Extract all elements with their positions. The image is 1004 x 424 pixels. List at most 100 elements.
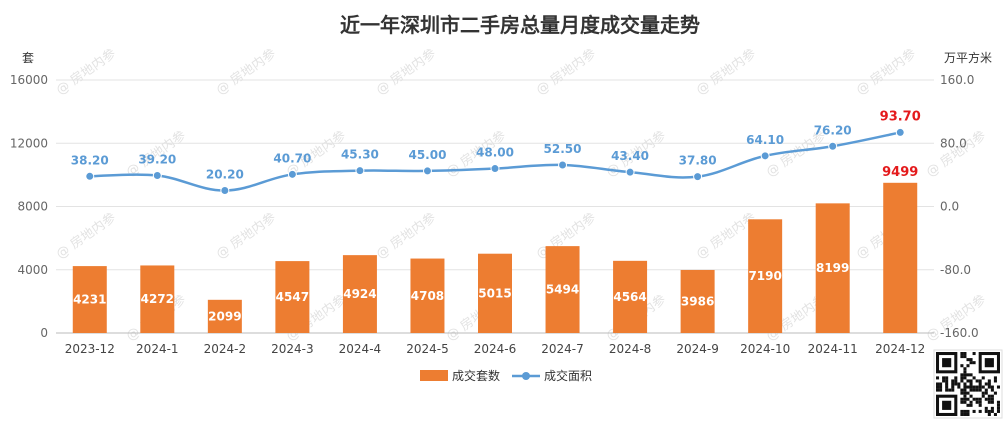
qr-module — [960, 355, 964, 359]
qr-module — [951, 385, 955, 389]
qr-module — [966, 373, 970, 377]
qr-module — [966, 364, 970, 368]
qr-module — [936, 382, 940, 386]
qr-module — [963, 394, 967, 398]
qr-module — [969, 400, 973, 404]
watermark-text: @ 房地内参 — [373, 46, 439, 99]
qr-code-pattern — [936, 352, 1000, 416]
qr-module — [969, 385, 973, 389]
bar-value-label: 4231 — [73, 293, 106, 307]
line-point — [152, 171, 162, 181]
qr-module — [957, 382, 961, 386]
bar-value-label: 8199 — [816, 261, 849, 275]
x-tick-label: 2024-5 — [406, 342, 449, 356]
qr-module — [942, 376, 946, 380]
line-value-label: 45.00 — [408, 148, 446, 162]
bar-value-label: 2099 — [208, 309, 241, 323]
qr-module — [963, 373, 967, 377]
line-value-label: 43.40 — [611, 149, 649, 163]
qr-module — [972, 397, 976, 401]
qr-module — [963, 412, 967, 416]
line-point — [85, 171, 95, 181]
legend-bar-swatch — [420, 370, 448, 381]
bar-value-label: 5494 — [546, 283, 579, 297]
line-series — [85, 127, 905, 196]
watermark-text: @ 房地内参 — [213, 210, 279, 263]
qr-module — [960, 409, 964, 413]
line-value-label: 38.20 — [71, 153, 109, 167]
watermark-text: @ 房地内参 — [693, 46, 759, 99]
qr-module — [960, 388, 964, 392]
qr-module — [981, 394, 985, 398]
qr-module — [963, 376, 967, 380]
bar — [140, 265, 175, 333]
qr-module — [960, 379, 964, 383]
qr-module — [960, 364, 964, 368]
qr-module — [975, 379, 979, 383]
qr-module — [984, 391, 988, 395]
line-value-label: 39.20 — [138, 153, 176, 167]
bar — [545, 246, 580, 333]
qr-module — [966, 379, 970, 383]
left-axis-unit: 套 — [22, 51, 34, 65]
bar-labels: 4231 4272 2099 4547 4924 4708 5015 5494 4564 3986… — [73, 165, 918, 324]
qr-module — [993, 391, 997, 395]
qr-module — [936, 385, 940, 389]
qr-module — [963, 355, 967, 359]
qr-module — [984, 382, 988, 386]
watermark-text: @ 房地内参 — [533, 46, 599, 99]
qr-module — [963, 391, 967, 395]
qr-module — [987, 385, 991, 389]
line-labels: 38.20 39.20 20.20 40.70 45.30 45.00 48.00 52.50… — [71, 109, 921, 181]
qr-finder — [942, 358, 952, 368]
line-point — [220, 186, 230, 196]
bar — [613, 260, 648, 333]
bar-value-label: 4564 — [613, 290, 646, 304]
qr-module — [981, 391, 985, 395]
qr-module — [963, 382, 967, 386]
qr-module — [954, 382, 958, 386]
line-point — [895, 127, 905, 137]
line-value-label: 48.00 — [476, 146, 514, 160]
legend: 成交套数 成交面积 — [420, 368, 592, 383]
qr-module — [981, 376, 985, 380]
left-tick-label: 12000 — [10, 136, 48, 150]
bar — [748, 219, 783, 333]
left-tick-label: 4000 — [17, 263, 48, 277]
qr-module — [963, 352, 967, 356]
line-value-label: 45.30 — [341, 148, 379, 162]
qr-module — [972, 361, 976, 365]
x-tick-label: 2024-2 — [204, 342, 247, 356]
qr-module — [945, 385, 949, 389]
qr-module — [966, 397, 970, 401]
qr-module — [969, 358, 973, 362]
line-value-label: 52.50 — [544, 142, 582, 156]
qr-module — [972, 352, 976, 356]
qr-finder — [942, 400, 952, 410]
qr-module — [987, 394, 991, 398]
line-value-label: 40.70 — [273, 151, 311, 165]
left-tick-label: 8000 — [17, 200, 48, 214]
qr-module — [948, 388, 952, 392]
qr-module — [984, 406, 988, 410]
x-tick-label: 2024-4 — [339, 342, 382, 356]
bar — [342, 255, 377, 333]
qr-module — [969, 403, 973, 407]
qr-module — [954, 379, 958, 383]
left-tick-label: 0 — [40, 326, 48, 340]
qr-module — [945, 379, 949, 383]
qr-module — [945, 388, 949, 392]
qr-module — [969, 379, 973, 383]
qr-module — [966, 403, 970, 407]
qr-module — [993, 379, 997, 383]
qr-module — [972, 388, 976, 392]
qr-module — [987, 379, 991, 383]
qr-code — [933, 349, 1003, 419]
qr-module — [960, 376, 964, 380]
x-tick-label: 2023-12 — [65, 342, 115, 356]
qr-module — [969, 394, 973, 398]
line-point — [625, 167, 635, 177]
qr-module — [996, 403, 1000, 407]
